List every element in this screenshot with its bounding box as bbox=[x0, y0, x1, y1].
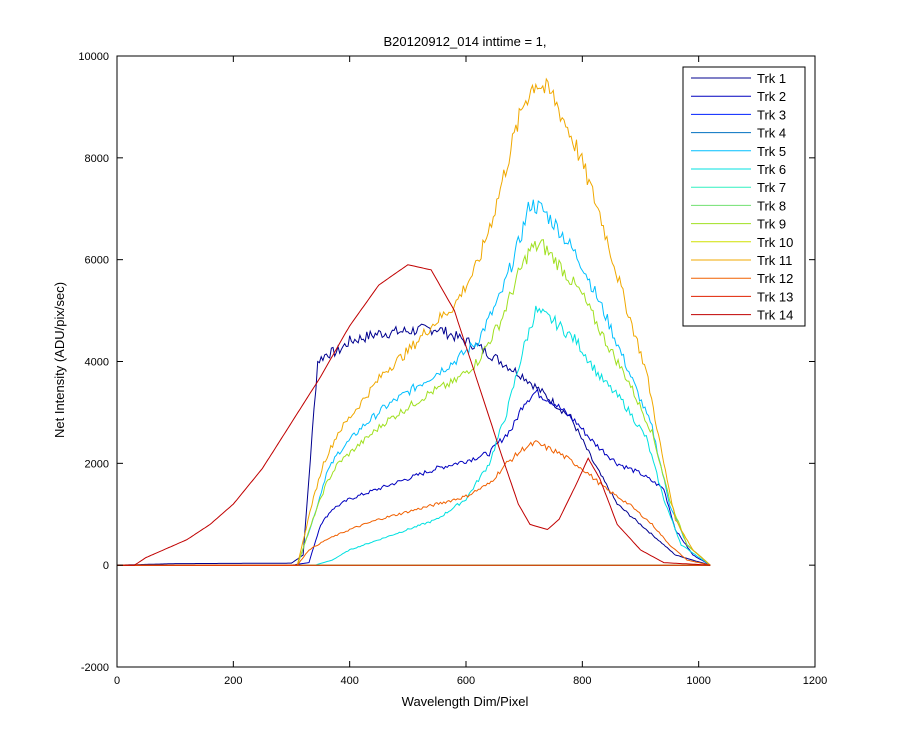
legend: Trk 1 Trk 2 Trk 3 Trk 4 Trk 5 Trk 6 Trk 7 Trk 8… bbox=[682, 66, 806, 327]
legend-label: Trk 14 bbox=[757, 308, 793, 323]
x-tick-label: 400 bbox=[340, 675, 358, 687]
legend-label: Trk 11 bbox=[757, 253, 792, 268]
legend-label: Trk 6 bbox=[757, 162, 786, 177]
legend-label: Trk 13 bbox=[757, 289, 793, 304]
series-line-12 bbox=[117, 440, 711, 566]
legend-label: Trk 5 bbox=[757, 144, 786, 159]
x-tick-label: 200 bbox=[224, 675, 242, 687]
legend-label: Trk 2 bbox=[757, 89, 786, 104]
y-tick-label: 8000 bbox=[85, 153, 109, 165]
y-tick-label: -2000 bbox=[81, 662, 109, 674]
x-tick-label: 600 bbox=[457, 675, 475, 687]
axis-layer: 0 200 400 600 800 1000 1200 -2000 0 2000 4000 6000 8… bbox=[78, 51, 827, 687]
y-tick-label: 6000 bbox=[85, 255, 109, 267]
y-tick-label: 10000 bbox=[78, 51, 109, 63]
y-tick-label: 4000 bbox=[85, 357, 109, 369]
y-axis-label: Net Intensity (ADU/pix/sec) bbox=[52, 282, 67, 438]
legend-label: Trk 7 bbox=[757, 180, 786, 195]
series-line-2 bbox=[117, 388, 711, 566]
legend-label: Trk 1 bbox=[757, 71, 786, 86]
chart-title: B20120912_014 inttime = 1, bbox=[384, 34, 547, 49]
x-axis-label: Wavelength Dim/Pixel bbox=[402, 694, 529, 709]
y-tick-label: 2000 bbox=[85, 458, 109, 470]
legend-label: Trk 9 bbox=[757, 217, 786, 232]
y-tick-label: 0 bbox=[103, 560, 109, 572]
legend-box bbox=[682, 66, 806, 327]
series-line-9 bbox=[117, 239, 711, 566]
series-layer bbox=[116, 77, 711, 566]
series-line-14 bbox=[117, 264, 711, 566]
legend-label: Trk 4 bbox=[757, 126, 786, 141]
legend-label: Trk 10 bbox=[757, 235, 793, 250]
x-tick-label: 1200 bbox=[803, 675, 827, 687]
legend-label: Trk 12 bbox=[757, 271, 793, 286]
x-tick-label: 800 bbox=[573, 675, 591, 687]
x-tick-label: 1000 bbox=[686, 675, 710, 687]
x-tick-label: 0 bbox=[114, 675, 120, 687]
legend-label: Trk 8 bbox=[757, 198, 786, 213]
legend-label: Trk 3 bbox=[757, 107, 786, 122]
series-line-11 bbox=[117, 77, 711, 566]
